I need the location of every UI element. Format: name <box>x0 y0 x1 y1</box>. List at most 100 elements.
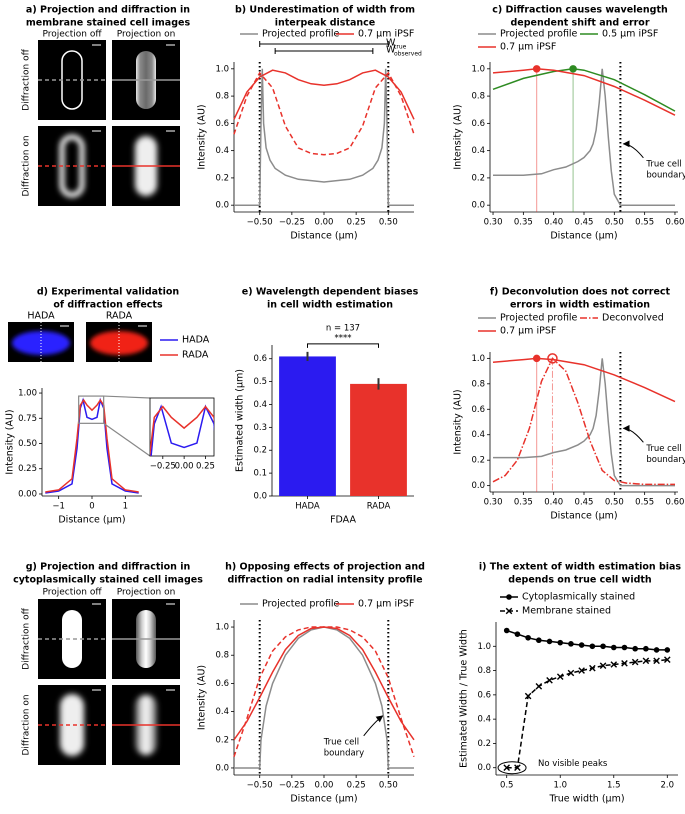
x-tick-label: 1.5 <box>607 781 621 791</box>
chart-title: diffraction on radial intensity profile <box>227 575 422 586</box>
series-line <box>492 357 676 403</box>
cell-image <box>112 126 180 206</box>
series-line <box>150 405 214 456</box>
panel-d-images <box>8 322 152 362</box>
point <box>653 657 660 665</box>
x-axis-label: FDAA <box>330 515 356 526</box>
point <box>525 634 531 641</box>
column-label: Projection off <box>42 30 102 40</box>
x-tick-label: 0.60 <box>665 498 684 508</box>
x-axis-label: Distance (μm) <box>290 794 357 805</box>
point <box>589 664 596 672</box>
cell-image <box>38 40 106 120</box>
series-line <box>492 68 676 112</box>
cell-image <box>38 599 106 679</box>
chart-title: of diffraction effects <box>53 300 163 311</box>
cell-body <box>62 610 82 668</box>
x-tick-label: 0.5 <box>500 781 514 791</box>
chart-title: depends on true cell width <box>508 575 652 586</box>
point <box>642 657 650 665</box>
y-tick-label: 0.8 <box>215 651 229 661</box>
series-line <box>492 68 676 116</box>
y-tick-label: 0.6 <box>215 679 229 689</box>
x-tick-label: 0.50 <box>605 218 624 228</box>
width-subscript: observed <box>394 51 422 58</box>
x-tick-label: 0.50 <box>379 781 398 791</box>
inset-plot <box>150 404 214 456</box>
y-tick-label: 0.4 <box>215 707 229 717</box>
x-axis-label: True width (μm) <box>548 794 624 805</box>
y-tick-label: 0.75 <box>18 414 37 424</box>
x-axis-label: Distance (μm) <box>550 231 617 242</box>
plot-area <box>233 62 415 212</box>
cell-image <box>8 322 74 362</box>
point <box>556 673 564 680</box>
point <box>503 764 511 772</box>
legend-marker <box>506 594 512 600</box>
x-tick-label: 0.35 <box>514 498 533 508</box>
cell-image <box>38 685 106 765</box>
y-tick-label: 0.4 <box>471 430 485 440</box>
chart-title: errors in width estimation <box>510 300 650 311</box>
y-tick-label: 0.8 <box>471 92 485 102</box>
cell-image <box>112 599 180 679</box>
x-tick-label: 0.00 <box>315 781 334 791</box>
plot-area <box>233 620 415 775</box>
x-tick-label: 0.55 <box>635 498 654 508</box>
point <box>578 667 585 674</box>
y-tick-label: 1.0 <box>471 64 485 74</box>
zoom-connector <box>103 395 151 399</box>
panel-a: a) Projection and diffraction in membran… <box>22 5 190 206</box>
series-line <box>150 404 214 456</box>
series-line <box>493 358 675 487</box>
peak-marker <box>532 65 541 73</box>
y-axis-label: Intensity (AU) <box>453 389 464 454</box>
chart-title: i) The extent of width estimation bias <box>479 562 682 573</box>
callout-label: boundary <box>646 455 685 465</box>
y-axis-label: Intensity (AU) <box>5 409 16 474</box>
x-tick-label: 0.00 <box>175 462 194 472</box>
point <box>546 638 553 645</box>
point <box>653 647 660 653</box>
callout-arrow <box>622 140 644 159</box>
panel-title: a) Projection and diffraction in <box>26 5 190 16</box>
cell-image <box>86 322 152 362</box>
plot-area <box>45 397 139 494</box>
image-label: RADA <box>106 311 133 322</box>
point <box>600 643 606 650</box>
width-label: W <box>386 45 396 56</box>
y-tick-label: 1.0 <box>215 623 229 633</box>
x-tick-label: 0.30 <box>484 498 503 508</box>
plot-area <box>492 62 676 212</box>
y-tick-label: 0.6 <box>253 354 267 364</box>
point <box>643 645 649 652</box>
y-tick-label: 1.0 <box>215 64 229 74</box>
bar <box>279 356 336 496</box>
y-tick-label: 0.00 <box>18 489 37 499</box>
significance-bracket <box>307 343 379 348</box>
series-line <box>492 357 675 486</box>
y-tick-label: 0.2 <box>215 173 229 183</box>
callout-label: boundary <box>324 748 365 758</box>
point <box>536 637 542 644</box>
row-label: Diffraction off <box>22 607 32 669</box>
chart-title: dependent shift and error <box>510 18 649 29</box>
x-tick-label: 0.60 <box>665 218 684 228</box>
callout-arrow <box>622 424 644 443</box>
x-tick-label: 0.50 <box>605 498 624 508</box>
y-axis-label: Intensity (AU) <box>197 665 208 730</box>
cell-image <box>38 126 106 206</box>
point <box>610 661 618 668</box>
legend-label: 0.7 μm iPSF <box>500 326 556 337</box>
series-line <box>233 69 415 120</box>
y-tick-label: 0.4 <box>477 715 491 725</box>
x-tick-label: 0.45 <box>575 498 594 508</box>
x-tick-label: 0.25 <box>347 218 366 228</box>
point <box>524 692 532 700</box>
point <box>546 676 553 684</box>
x-tick-label: RADA <box>367 502 391 512</box>
y-tick-label: 0.4 <box>215 146 229 156</box>
y-axis-label: Intensity (AU) <box>453 104 464 169</box>
chart-title: interpeak distance <box>275 18 375 29</box>
zoom-connector <box>103 422 151 457</box>
